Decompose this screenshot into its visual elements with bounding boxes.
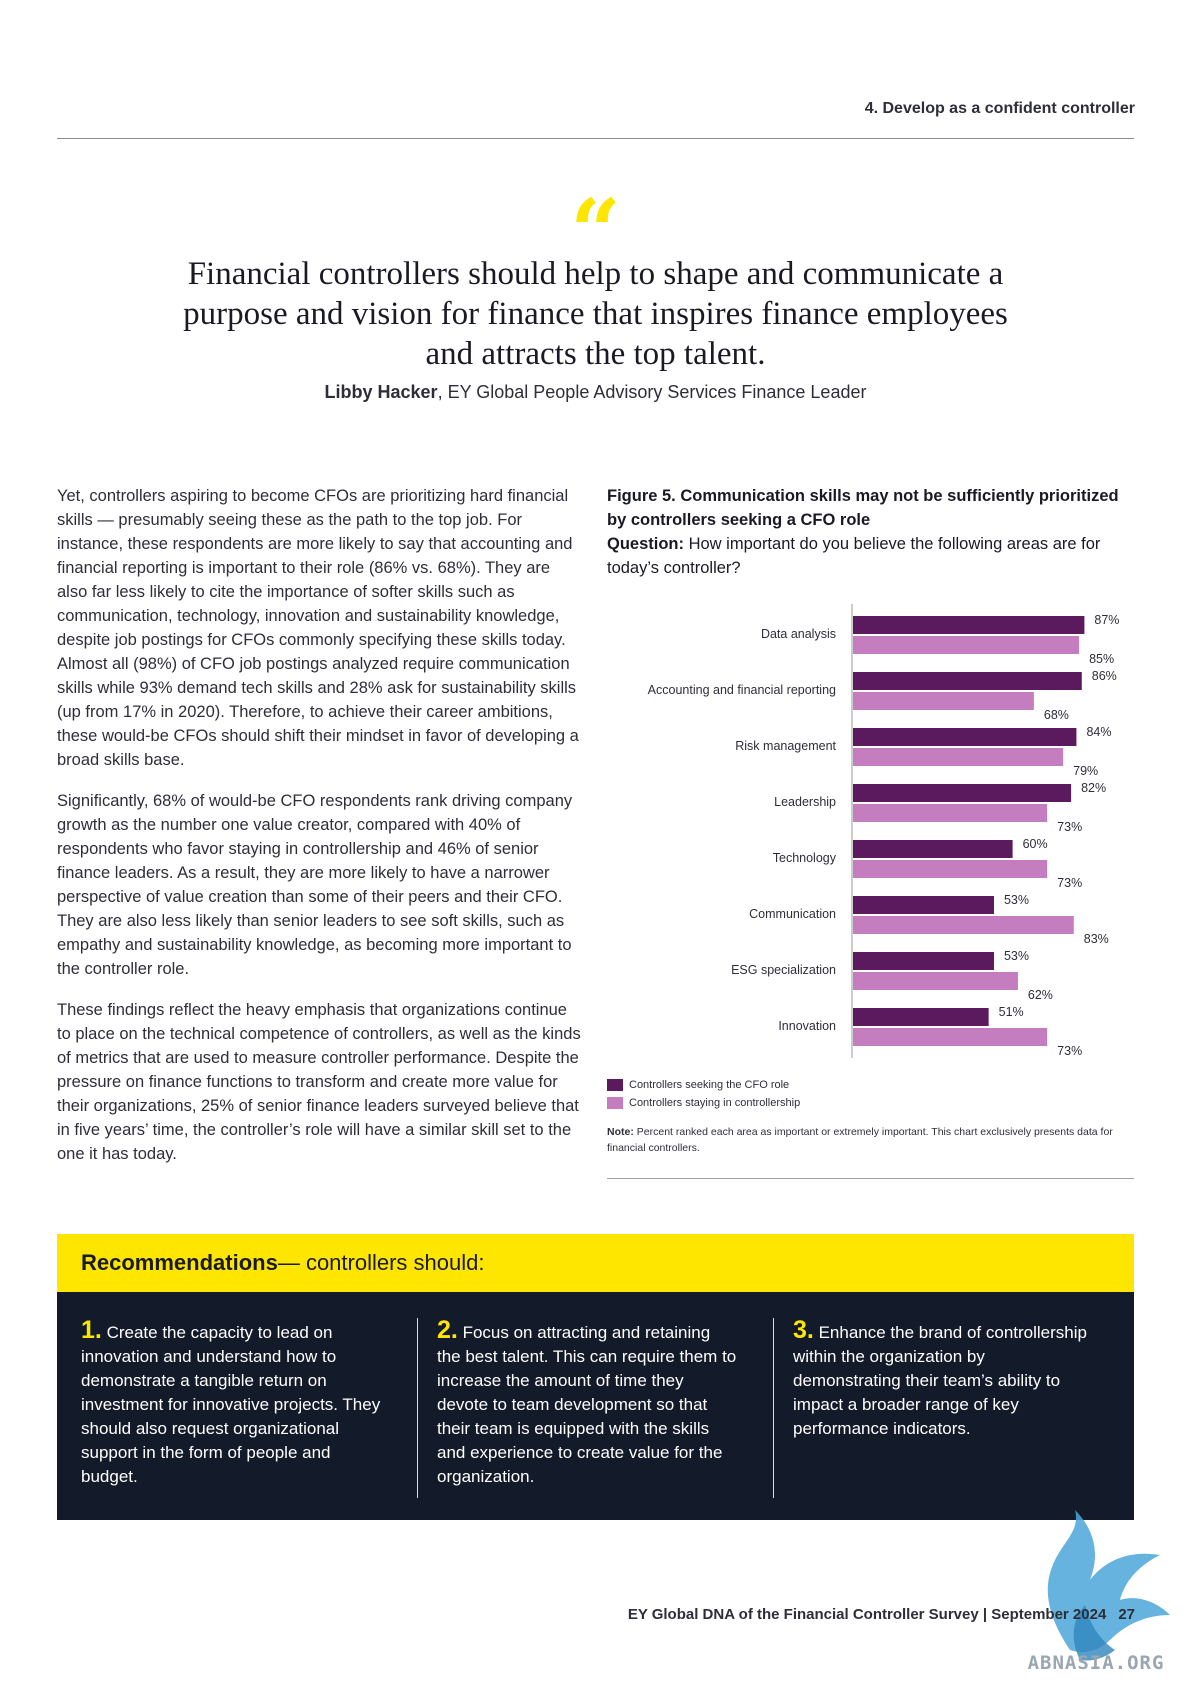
bar-value-label: 86% — [1092, 669, 1117, 683]
legend-label-controllership: Controllers staying in controllership — [629, 1097, 801, 1109]
figure-note: Note: Percent ranked each area as import… — [607, 1124, 1127, 1156]
bar-value-label: 87% — [1094, 613, 1119, 627]
bar-controllership — [853, 804, 1048, 822]
quote-mark: “ — [570, 179, 621, 283]
note-label: Note: — [607, 1126, 634, 1138]
recommendation-1: 1. Create the capacity to lead on innova… — [81, 1318, 381, 1489]
figure-title: Figure 5. Communication skills may not b… — [607, 487, 1119, 529]
legend-swatch-cfo — [607, 1079, 623, 1091]
bar-controllership — [853, 1028, 1048, 1046]
bar-value-label: 73% — [1057, 820, 1082, 834]
figure-title-block: Figure 5. Communication skills may not b… — [607, 484, 1127, 580]
bar-chart: Data analysis 87% 85% Accounting and financ… — [648, 604, 1119, 1058]
bar-controllership — [853, 692, 1034, 710]
recommendations-header: Recommendations — controllers should: — [57, 1234, 1134, 1292]
legend-swatch-controllership — [607, 1097, 623, 1109]
legend-item-cfo: Controllers seeking the CFO role — [607, 1076, 800, 1094]
bar-controllership — [853, 916, 1074, 934]
footer-survey-title: EY Global DNA of the Financial Controlle… — [627, 1606, 1107, 1623]
recommendations-subtitle: — controllers should: — [277, 1250, 485, 1275]
category-label: ESG specialization — [731, 963, 836, 977]
bar-value-label: 79% — [1073, 764, 1098, 778]
category-label: Accounting and financial reporting — [648, 683, 836, 697]
bar-controllership — [853, 748, 1064, 766]
recommendations-panel: 1. Create the capacity to lead on innova… — [57, 1292, 1134, 1520]
category-label: Technology — [773, 851, 837, 865]
recommendation-number: 2. — [437, 1316, 458, 1344]
chart-legend: Controllers seeking the CFO role Control… — [607, 1076, 800, 1112]
body-paragraph: These findings reflect the heavy emphasi… — [57, 1001, 581, 1163]
bar-value-label: 60% — [1023, 837, 1048, 851]
bar-value-label: 82% — [1081, 781, 1106, 795]
category-label: Leadership — [774, 795, 836, 809]
quote-attribution: Libby Hacker, EY Global People Advisory … — [0, 382, 1191, 403]
bar-value-label: 51% — [999, 1005, 1024, 1019]
recommendation-text: Enhance the brand of controllership with… — [793, 1323, 1087, 1438]
quote-author: Libby Hacker — [324, 382, 438, 402]
section-title: 4. Develop as a confident controller — [864, 100, 1135, 117]
recommendation-2: 2. Focus on attracting and retaining the… — [437, 1318, 737, 1489]
bar-value-label: 62% — [1028, 988, 1053, 1002]
watermark-text: ABNASIA.ORG — [1027, 1652, 1165, 1674]
bar-value-label: 53% — [1004, 893, 1029, 907]
bar-value-label: 73% — [1057, 876, 1082, 890]
legend-label-cfo: Controllers seeking the CFO role — [629, 1079, 790, 1091]
bar-cfo-role — [853, 784, 1072, 802]
bar-cfo-role — [853, 616, 1085, 634]
recommendation-number: 3. — [793, 1316, 814, 1344]
recommendation-text: Create the capacity to lead on innovatio… — [81, 1323, 381, 1486]
bar-cfo-role — [853, 952, 994, 970]
body-text: Yet, controllers aspiring to become CFOs… — [57, 484, 582, 1183]
recommendation-divider — [773, 1318, 774, 1498]
header-divider — [57, 138, 1134, 139]
bar-cfo-role — [853, 1008, 989, 1026]
recommendation-divider — [417, 1318, 418, 1498]
bar-cfo-role — [853, 840, 1013, 858]
body-paragraph: Yet, controllers aspiring to become CFOs… — [57, 487, 579, 769]
recommendation-3: 3. Enhance the brand of controllership w… — [793, 1318, 1093, 1441]
question-text: How important do you believe the followi… — [607, 535, 1101, 577]
recommendations-title: Recommendations — [81, 1250, 278, 1275]
bar-value-label: 68% — [1044, 708, 1069, 722]
bar-value-label: 83% — [1084, 932, 1109, 946]
bar-controllership — [853, 972, 1018, 990]
bar-value-label: 85% — [1089, 652, 1114, 666]
bar-controllership — [853, 860, 1048, 878]
bar-value-label: 84% — [1086, 725, 1111, 739]
page-footer: EY Global DNA of the Financial Controlle… — [628, 1606, 1135, 1623]
quote-author-title: , EY Global People Advisory Services Fin… — [437, 382, 867, 402]
page-number: 27 — [1118, 1606, 1135, 1623]
category-label: Innovation — [778, 1019, 836, 1033]
category-label: Risk management — [735, 739, 836, 753]
body-paragraph: Significantly, 68% of would-be CFO respo… — [57, 792, 573, 978]
question-label: Question: — [607, 535, 684, 553]
bar-cfo-role — [853, 672, 1082, 690]
note-text: Percent ranked each area as important or… — [607, 1126, 1113, 1154]
bar-value-label: 53% — [1004, 949, 1029, 963]
bar-controllership — [853, 636, 1080, 654]
category-label: Data analysis — [761, 627, 836, 641]
pull-quote: Financial controllers should help to sha… — [183, 256, 1008, 372]
watermark-logo — [1047, 1510, 1170, 1661]
bar-cfo-role — [853, 728, 1077, 746]
category-label: Communication — [749, 907, 836, 921]
recommendation-text: Focus on attracting and retaining the be… — [437, 1323, 737, 1486]
legend-item-controllership: Controllers staying in controllership — [607, 1094, 800, 1112]
recommendation-number: 1. — [81, 1316, 102, 1344]
bar-value-label: 73% — [1057, 1044, 1082, 1058]
figure-divider — [607, 1178, 1134, 1179]
bar-cfo-role — [853, 896, 994, 914]
